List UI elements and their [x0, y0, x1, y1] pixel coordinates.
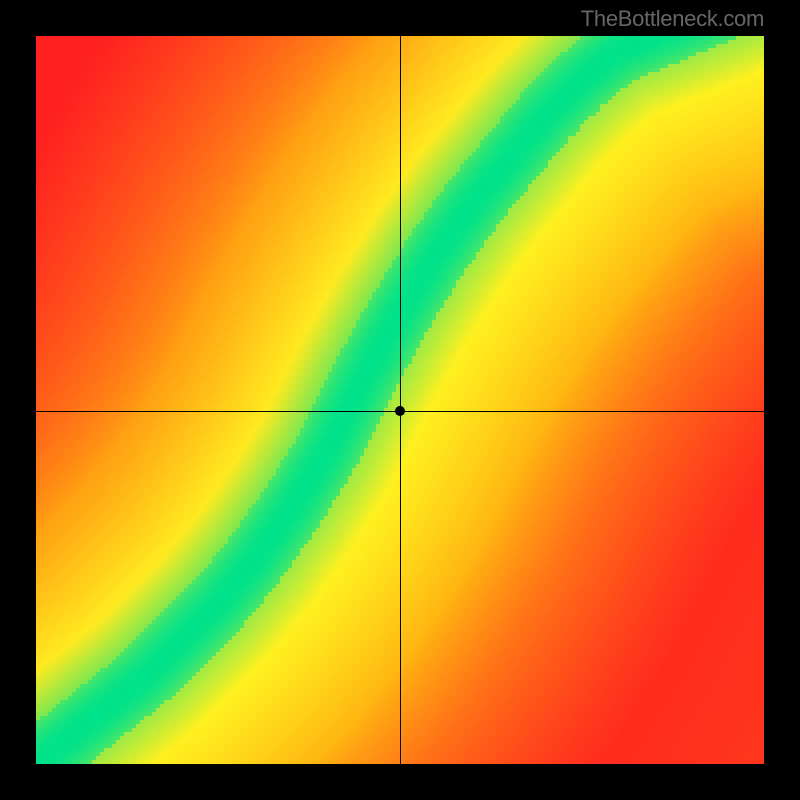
chart-container: TheBottleneck.com	[0, 0, 800, 800]
watermark-text: TheBottleneck.com	[581, 6, 764, 32]
crosshair-overlay	[0, 0, 800, 800]
